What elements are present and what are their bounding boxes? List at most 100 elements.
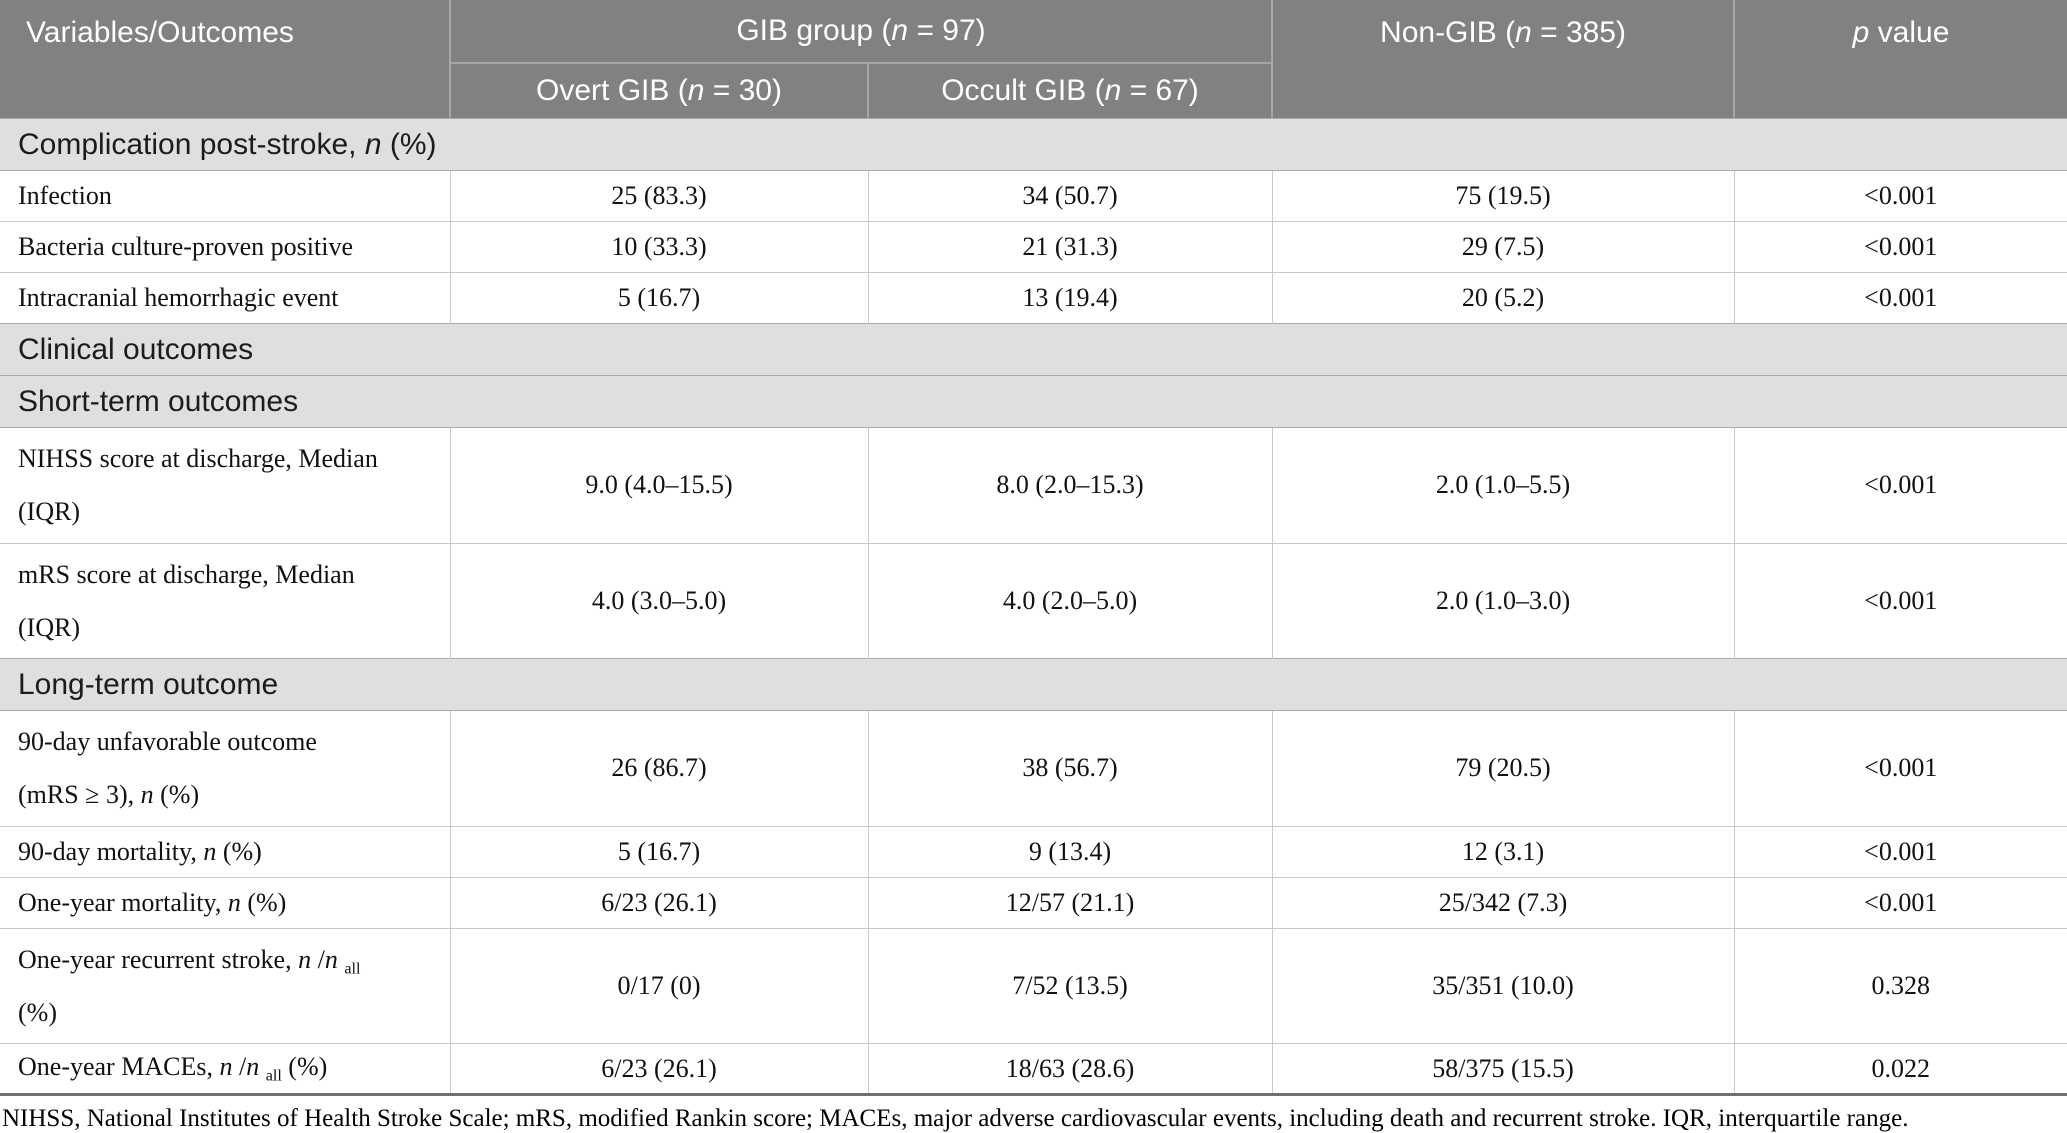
text-segment: = 385): [1531, 16, 1626, 49]
header-cell-variables: Variables/Outcomes: [0, 0, 451, 119]
text-segment: Variables/Outcomes: [26, 16, 294, 49]
text-segment: = 97): [908, 14, 986, 47]
section-row: Clinical outcomes: [0, 323, 2067, 376]
text-segment: Complication post-stroke,: [18, 127, 365, 161]
text-segment: (%): [240, 887, 287, 917]
text-segment: (%): [281, 1052, 328, 1082]
text-segment: Long-term outcome: [18, 667, 279, 701]
value-cell: <0.001: [1733, 825, 2067, 878]
text-segment: (%): [153, 780, 200, 810]
text-segment: (%): [216, 836, 262, 866]
section-row: Complication post-stroke, n (%): [0, 118, 2067, 171]
value-cell: 25 (83.3): [449, 170, 868, 222]
value-cell: 2.0 (1.0–3.0): [1271, 542, 1735, 659]
text-segment: n: [364, 127, 382, 161]
text-segment: = 30): [704, 74, 782, 107]
table-row: Intracranial hemorrhagic event 5 (16.7) 13…: [0, 272, 2067, 324]
text-segment: 90-day mortality,: [18, 836, 204, 866]
table-body: Complication post-stroke, n (%) Infection…: [0, 118, 2067, 1097]
text-segment: (IQR): [18, 497, 81, 527]
value-cell: 5 (16.7): [449, 272, 868, 324]
value-cell: 9.0 (4.0–15.5): [449, 427, 868, 544]
value-cell: 79 (20.5): [1271, 710, 1735, 827]
value-cell: 8.0 (2.0–15.3): [867, 427, 1273, 544]
outcomes-table: Variables/Outcomes GIB group (n = 97) No…: [0, 0, 2067, 1097]
table-row: Bacteria culture-proven positive 10 (33.3…: [0, 221, 2067, 273]
row-label: One-year recurrent stroke, n /n all (%): [0, 927, 450, 1044]
text-segment: n: [227, 887, 241, 917]
text-segment: Non-GIB (: [1380, 16, 1516, 49]
text-segment: Bacteria culture-proven positive: [18, 232, 353, 261]
row-label: NIHSS score at discharge, Median (IQR): [0, 427, 450, 544]
text-segment: n: [203, 836, 217, 866]
table-row: One-year MACEs, n /n all (%) 6/23 (26.1) 1…: [0, 1043, 2067, 1097]
text-segment: n: [219, 1052, 233, 1082]
value-cell: 5 (16.7): [449, 825, 868, 878]
value-cell: 0.022: [1733, 1043, 2067, 1097]
row-label: One-year MACEs, n /n all (%): [0, 1043, 450, 1097]
value-cell: 58/375 (15.5): [1271, 1043, 1735, 1097]
value-cell: 25/342 (7.3): [1271, 876, 1735, 929]
value-cell: 12 (3.1): [1271, 825, 1735, 878]
value-cell: 35/351 (10.0): [1271, 927, 1735, 1044]
value-cell: 13 (19.4): [867, 272, 1273, 324]
value-cell: <0.001: [1733, 710, 2067, 827]
text-segment: Occult GIB (: [941, 74, 1105, 107]
header-cell-overt-gib: Overt GIB (n = 30): [450, 63, 868, 119]
table-row: 90-day unfavorable outcome (mRS ≥ 3), n (…: [0, 710, 2067, 827]
section-label: Long-term outcome: [0, 658, 2067, 712]
text-segment: Intracranial hemorrhagic event: [18, 283, 339, 312]
text-segment: (%): [18, 998, 57, 1028]
table-row: mRS score at discharge, Median (IQR) 4.0 (…: [0, 542, 2067, 659]
header-cell-gib-group: GIB group (n = 97): [450, 0, 1273, 64]
text-segment: /: [232, 1052, 247, 1082]
text-segment: mRS score at discharge, Median: [18, 559, 355, 589]
table-row: One-year mortality, n (%) 6/23 (26.1) 12/5…: [0, 876, 2067, 929]
text-segment: One-year mortality,: [18, 887, 228, 917]
text-segment: Infection: [18, 181, 112, 210]
value-cell: 34 (50.7): [867, 170, 1273, 222]
row-label: 90-day mortality, n (%): [0, 825, 450, 878]
table-header: Variables/Outcomes GIB group (n = 97) No…: [0, 0, 2067, 119]
section-row: Long-term outcome: [0, 658, 2067, 712]
text-segment: (IQR): [18, 612, 81, 642]
text-segment: Short-term outcomes: [18, 384, 299, 418]
header-row-2: Overt GIB (n = 30) Occult GIB (n = 67): [0, 63, 2067, 119]
table-footnote: NIHSS, National Institutes of Health Str…: [2, 1105, 1909, 1133]
text-segment: GIB group (: [736, 14, 892, 47]
value-cell: 6/23 (26.1): [449, 1043, 868, 1097]
text-segment: all: [265, 1067, 282, 1085]
text-segment: n: [298, 944, 312, 974]
text-segment: NIHSS score at discharge, Median: [18, 444, 378, 473]
text-segment: One-year MACEs,: [18, 1052, 220, 1082]
header-cell-occult-gib: Occult GIB (n = 67): [866, 63, 1273, 119]
text-segment: n: [324, 944, 338, 974]
value-cell: 18/63 (28.6): [867, 1043, 1273, 1097]
header-row-1: Variables/Outcomes GIB group (n = 97) No…: [0, 0, 2067, 119]
text-segment: n: [1104, 74, 1122, 107]
text-segment: p: [1852, 16, 1870, 49]
value-cell: <0.001: [1733, 272, 2067, 324]
text-segment: /: [311, 944, 325, 974]
value-cell: 0.328: [1733, 927, 2067, 1044]
value-cell: 26 (86.7): [449, 710, 868, 827]
table-row: One-year recurrent stroke, n /n all (%) 0/…: [0, 927, 2067, 1044]
value-cell: 29 (7.5): [1271, 221, 1735, 273]
value-cell: 0/17 (0): [449, 927, 868, 1044]
value-cell: 2.0 (1.0–5.5): [1271, 427, 1735, 544]
text-segment: (%): [381, 127, 437, 161]
text-segment: Overt GIB (: [536, 74, 688, 107]
text-segment: (mRS ≥ 3),: [18, 780, 141, 810]
text-segment: = 67): [1121, 74, 1199, 107]
value-cell: 38 (56.7): [867, 710, 1273, 827]
section-label: Clinical outcomes: [0, 323, 2067, 376]
text-segment: n: [246, 1052, 260, 1082]
text-segment: value: [1869, 16, 1950, 49]
text-segment: 90-day unfavorable outcome: [18, 727, 317, 757]
value-cell: 4.0 (2.0–5.0): [867, 542, 1273, 659]
table-row: NIHSS score at discharge, Median (IQR) 9.0…: [0, 427, 2067, 544]
row-label: 90-day unfavorable outcome (mRS ≥ 3), n (…: [0, 710, 450, 827]
row-label: mRS score at discharge, Median (IQR): [0, 542, 450, 659]
text-segment: n: [687, 74, 705, 107]
